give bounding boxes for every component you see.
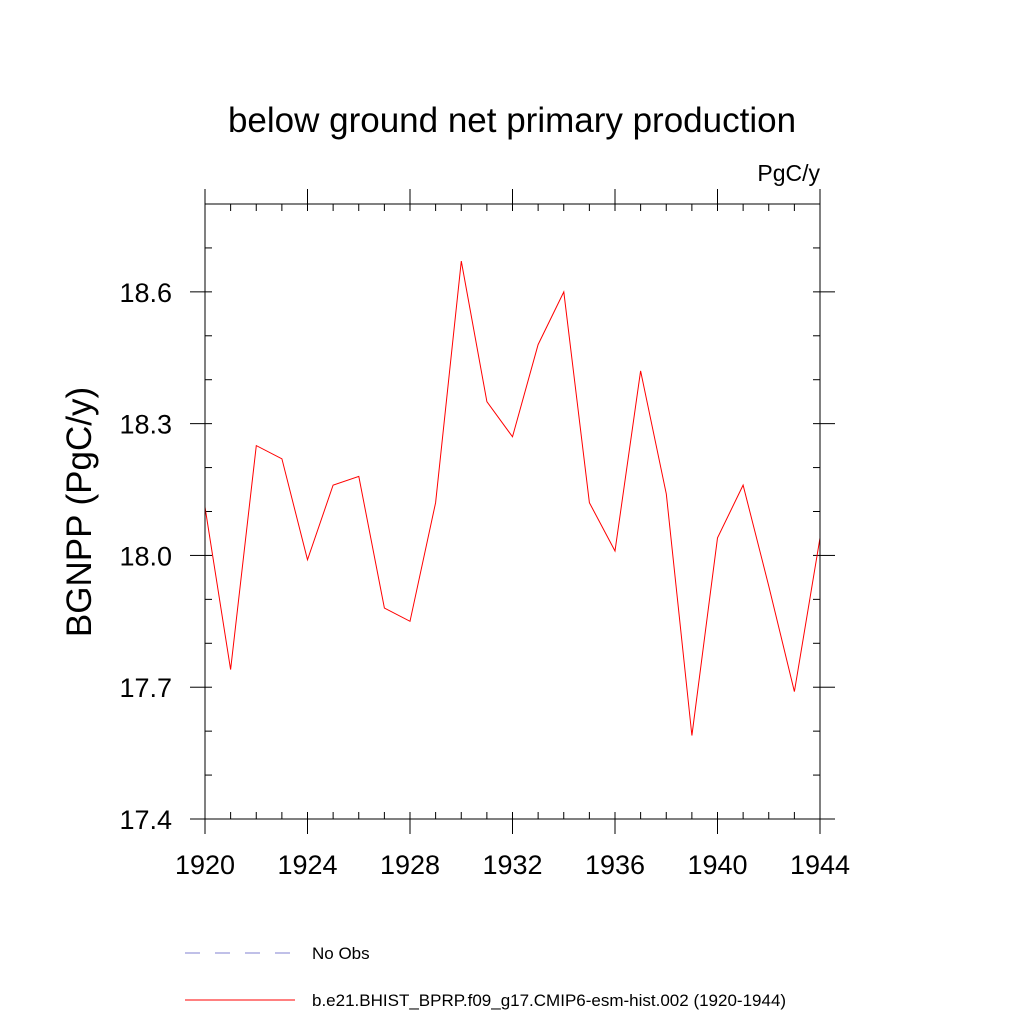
chart-title: below ground net primary production [228,101,796,140]
y-tick-labels: 17.4 17.7 18.0 18.3 18.6 [119,278,172,835]
x-tick-label: 1920 [175,850,235,880]
legend-label-model: b.e21.BHIST_BPRP.f09_g17.CMIP6-esm-hist.… [312,991,786,1010]
x-tick-label: 1924 [277,850,337,880]
series-layer [204,261,821,736]
x-tick-labels: 1920 1924 1928 1932 1936 1940 1944 [175,850,850,880]
y-axis-label: BGNPP (PgC/y) [60,387,99,637]
y-tick-label: 17.4 [119,805,172,835]
y-tick-label: 17.7 [119,673,172,703]
units-label: PgC/y [757,160,820,186]
y-tick-label: 18.0 [119,541,172,571]
y-tick-label: 18.3 [119,410,172,440]
x-tick-label: 1936 [585,850,645,880]
series-line [204,261,821,736]
x-tick-label: 1928 [380,850,440,880]
legend: No Obs b.e21.BHIST_BPRP.f09_g17.CMIP6-es… [185,944,786,1010]
x-tick-label: 1944 [790,850,850,880]
x-tick-label: 1932 [482,850,542,880]
x-tick-label: 1940 [687,850,747,880]
plot-frame [204,203,821,820]
legend-label-no-obs: No Obs [312,944,370,963]
axis-ticks [190,189,835,834]
y-tick-label: 18.6 [119,278,172,308]
